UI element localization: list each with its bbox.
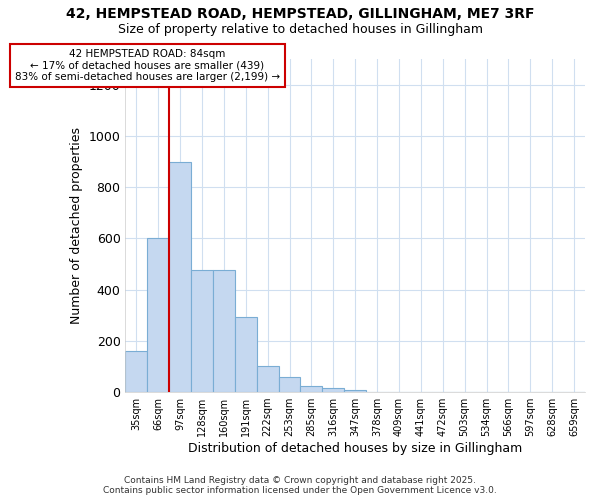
- Bar: [344, 390, 366, 392]
- Bar: [322, 388, 344, 392]
- Bar: [235, 316, 257, 392]
- Bar: [148, 238, 169, 392]
- Bar: [257, 366, 278, 392]
- Text: Size of property relative to detached houses in Gillingham: Size of property relative to detached ho…: [118, 22, 482, 36]
- Bar: [169, 162, 191, 392]
- Y-axis label: Number of detached properties: Number of detached properties: [70, 127, 83, 324]
- Bar: [191, 270, 213, 392]
- Bar: [278, 376, 301, 392]
- Text: 42, HEMPSTEAD ROAD, HEMPSTEAD, GILLINGHAM, ME7 3RF: 42, HEMPSTEAD ROAD, HEMPSTEAD, GILLINGHA…: [66, 8, 534, 22]
- Bar: [125, 351, 148, 392]
- Text: 42 HEMPSTEAD ROAD: 84sqm
← 17% of detached houses are smaller (439)
83% of semi-: 42 HEMPSTEAD ROAD: 84sqm ← 17% of detach…: [15, 49, 280, 82]
- Bar: [301, 386, 322, 392]
- Text: Contains HM Land Registry data © Crown copyright and database right 2025.
Contai: Contains HM Land Registry data © Crown c…: [103, 476, 497, 495]
- X-axis label: Distribution of detached houses by size in Gillingham: Distribution of detached houses by size …: [188, 442, 523, 455]
- Bar: [213, 270, 235, 392]
